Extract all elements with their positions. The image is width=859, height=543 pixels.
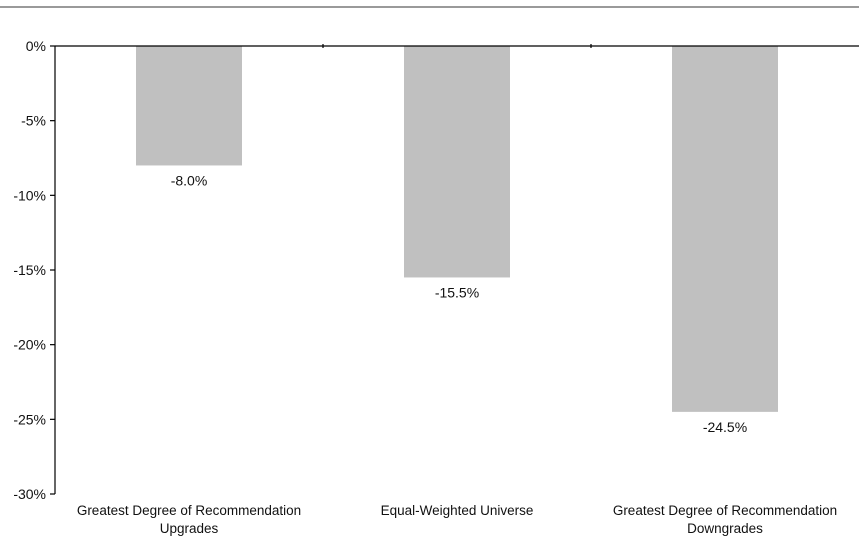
category-label: Greatest Degree of Recommendation (77, 503, 301, 518)
category-label: Equal-Weighted Universe (381, 503, 534, 518)
bar-2 (404, 46, 510, 278)
y-axis-tick-labels: 0% -5% -10% -15% -20% -25% -30% (13, 38, 46, 502)
bar-1 (136, 46, 242, 166)
y-axis-ticks (50, 45, 55, 495)
y-tick-label: -5% (21, 113, 46, 129)
bar-3 (672, 46, 778, 412)
category-label: Downgrades (687, 521, 763, 536)
y-tick-label: -15% (13, 262, 46, 278)
y-tick-label: 0% (26, 38, 46, 54)
y-tick-label: -20% (13, 337, 46, 353)
category-label: Upgrades (160, 521, 219, 536)
bars-group (136, 46, 778, 412)
data-label-3: -24.5% (703, 419, 747, 435)
y-tick-label: -30% (13, 486, 46, 502)
y-tick-label: -25% (13, 411, 46, 427)
category-labels: Greatest Degree of Recommendation Upgrade… (77, 503, 837, 536)
y-tick-label: -10% (13, 187, 46, 203)
top-divider-rule (0, 6, 859, 8)
category-label: Greatest Degree of Recommendation (613, 503, 837, 518)
data-label-2: -15.5% (435, 284, 479, 300)
data-labels: -8.0% -15.5% -24.5% (171, 172, 747, 434)
data-label-1: -8.0% (171, 172, 208, 188)
